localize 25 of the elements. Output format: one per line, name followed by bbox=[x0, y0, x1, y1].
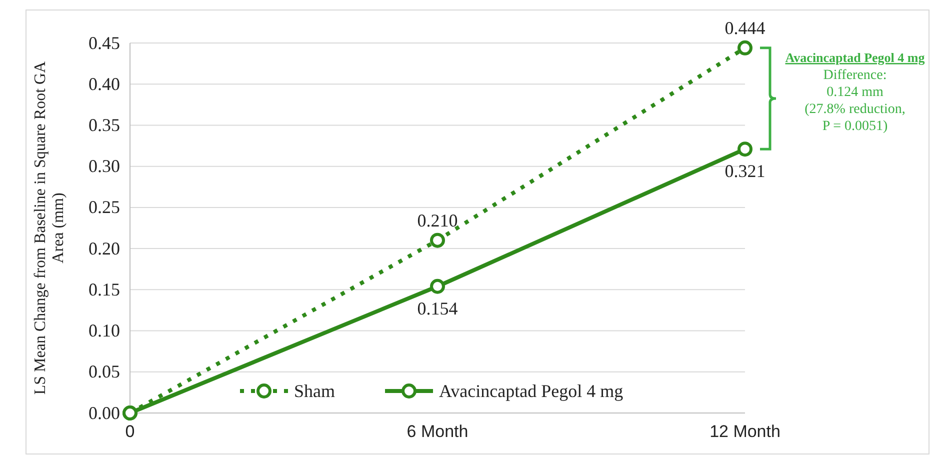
x-tick-label: 0 bbox=[125, 422, 135, 442]
y-tick-label: 0.35 bbox=[88, 114, 120, 135]
y-tick-label: 0.45 bbox=[88, 32, 120, 53]
x-tick-label: 12 Month bbox=[710, 422, 780, 442]
y-tick-label: 0.00 bbox=[88, 402, 120, 423]
y-tick-label: 0.05 bbox=[88, 362, 120, 382]
data-label: 0.154 bbox=[417, 298, 458, 318]
text: P = 0.0051) bbox=[822, 119, 888, 134]
y-tick-label: 0.30 bbox=[88, 156, 120, 176]
y-tick-label: 0.20 bbox=[88, 238, 120, 258]
text: 0.124 mm bbox=[826, 85, 884, 100]
data-label: 0.444 bbox=[724, 18, 766, 38]
data-label: 0.210 bbox=[417, 210, 458, 230]
y-axis-title: LS Mean Change from Baseline in Square Root GA Area (mm) bbox=[32, 60, 67, 395]
text: Avacincaptad Pegol 4 mg bbox=[785, 50, 926, 65]
text: Difference: bbox=[823, 68, 887, 83]
y-tick-label: 0.40 bbox=[88, 74, 120, 94]
y-tick-label: 0.25 bbox=[88, 197, 120, 218]
y-tick-label: 0.10 bbox=[88, 320, 120, 341]
text: (27.8% reduction, bbox=[804, 102, 906, 117]
y-tick-label: 0.15 bbox=[88, 279, 120, 300]
legend-label: Sham bbox=[294, 381, 336, 401]
data-label: 0.321 bbox=[724, 161, 766, 182]
x-tick-label: 6 Month bbox=[406, 422, 468, 442]
legend-label: Avacincaptad Pegol 4 mg bbox=[439, 381, 624, 401]
